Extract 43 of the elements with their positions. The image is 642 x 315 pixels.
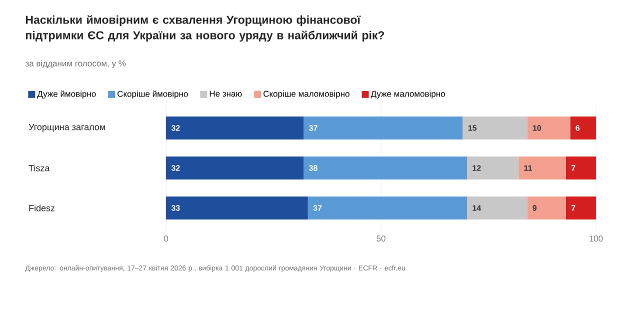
x-tick-label: 0 — [164, 236, 168, 242]
legend-label: Скоріше маломовірно — [264, 90, 350, 98]
legend-label: Скоріше ймовірно — [118, 90, 188, 99]
data-label: 14 — [472, 205, 482, 211]
data-label: 37 — [313, 205, 322, 211]
chart-title: Наскільки ймовірним є схвалення Угорщиною фінансової підтримки ЄС для України за нового уряду в найближчий рік? — [26, 15, 384, 42]
bar — [467, 196, 528, 220]
data-label: 37 — [308, 125, 318, 131]
x-tick-label: 50 — [376, 236, 386, 242]
bar — [570, 116, 596, 140]
bar — [467, 156, 519, 180]
data-label: 10 — [532, 125, 541, 131]
bar — [566, 156, 596, 180]
y-tick-label: Угорщина загалом — [28, 124, 105, 132]
bar — [166, 196, 308, 220]
data-label: 38 — [308, 165, 318, 171]
x-tick-label: 100 — [590, 236, 603, 242]
data-label: 7 — [571, 205, 576, 211]
bar — [166, 116, 304, 140]
legend-label: Дуже маломовірно — [370, 90, 445, 98]
data-label: 11 — [524, 165, 532, 171]
data-label: 32 — [171, 165, 180, 171]
data-label: 9 — [532, 205, 537, 211]
y-tick-label: Tisza — [28, 164, 50, 172]
text: за відданим голосом, у % — [25, 60, 126, 68]
bar — [566, 196, 596, 220]
legend-label: Дуже ймовірно — [37, 90, 96, 99]
data-label: 12 — [472, 165, 481, 171]
bar — [308, 196, 467, 220]
bar — [304, 156, 467, 180]
data-label: 6 — [576, 125, 580, 131]
bar — [518, 156, 566, 180]
legend-label: Не знаю — [210, 90, 242, 97]
data-label: 33 — [171, 205, 180, 211]
y-tick-label: Fidesz — [29, 204, 55, 212]
bar — [527, 196, 566, 220]
data-label: 15 — [468, 125, 477, 131]
bar — [304, 116, 463, 140]
bar — [166, 156, 304, 180]
data-label: 7 — [571, 165, 576, 171]
bar — [527, 116, 570, 140]
data-label: 32 — [171, 125, 180, 131]
bar — [462, 116, 528, 140]
